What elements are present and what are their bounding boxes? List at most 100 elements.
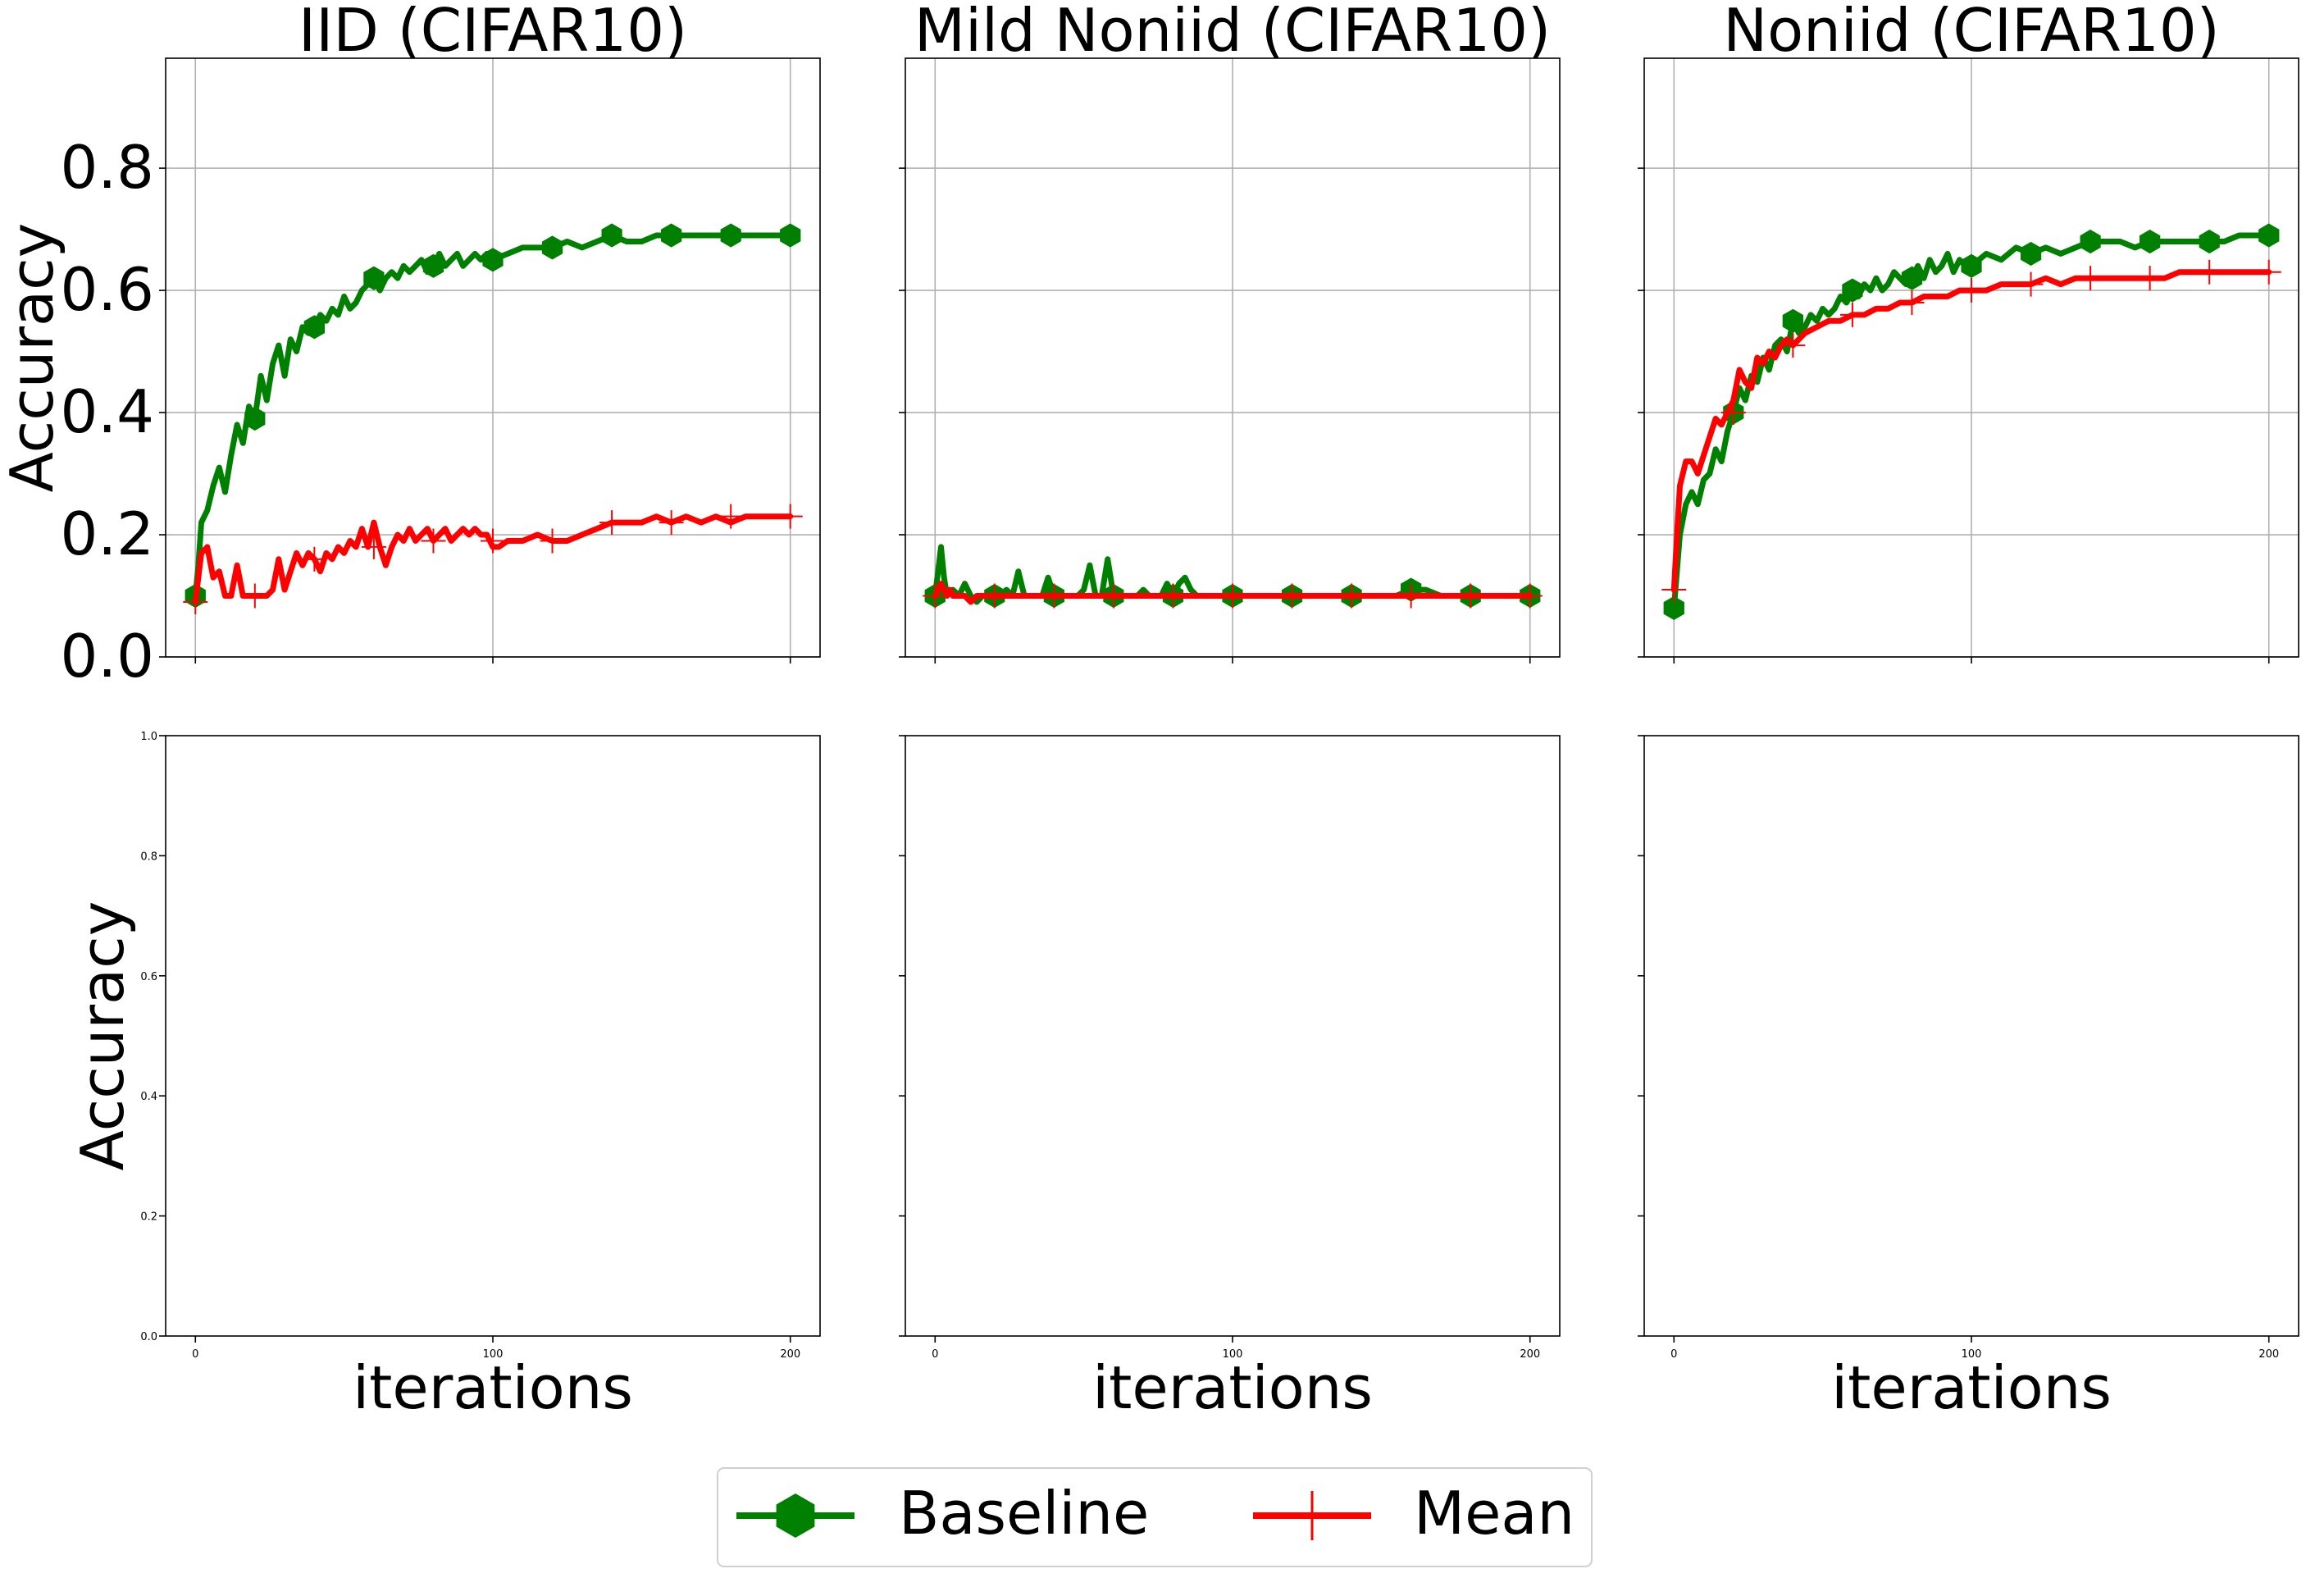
y-tick-label-1: 0.2 [140, 1211, 157, 1224]
y-tick-label-4: 0.8 [60, 133, 154, 202]
data-point-baseline-6 [2020, 241, 2042, 266]
data-point-mean-1 [242, 583, 267, 609]
subplot-frame [165, 57, 821, 658]
legend-mean-plus-icon [1287, 1491, 1337, 1540]
data-point-baseline-1 [244, 406, 266, 431]
data-point-mean-5 [1959, 278, 1984, 303]
data-point-mean-6 [2018, 271, 2044, 297]
legend-mean-label: Mean [1414, 1479, 1575, 1548]
data-point-baseline-10 [780, 223, 801, 248]
series-line-mean [1670, 269, 2272, 593]
subplot-5: 0 100 200 iterations [899, 735, 1561, 1422]
subplot-1: 0.0 0.2 0.4 0.6 0.8 IID (CIFAR10) Accuracy [0, 0, 821, 691]
data-point-mean-2 [302, 546, 327, 572]
y-tick-label-3: 0.6 [140, 971, 157, 983]
data-point-mean-5 [1220, 583, 1245, 609]
legend-baseline-hexagon-icon [776, 1493, 815, 1538]
data-point-mean-4 [1160, 583, 1186, 609]
subplot-4: 0.0 0.2 0.4 0.6 0.8 1.0 0 100 200 Accuracy iterati… [68, 731, 821, 1422]
data-point-baseline-3 [1842, 278, 1863, 303]
data-point-baseline-6 [541, 235, 563, 260]
subplot-6: 0 100 200 iterations [1638, 735, 2299, 1422]
y-tick-label-0: 0.0 [140, 1331, 157, 1343]
x-tick-label-0: 0 [1670, 1348, 1677, 1361]
x-axis-label: iterations [1831, 1353, 2112, 1422]
data-point-baseline-9 [2199, 229, 2220, 254]
subplot-3: Noniid (CIFAR10) [1638, 0, 2299, 663]
data-point-baseline-0 [1663, 595, 1684, 620]
data-point-mean-9 [1458, 583, 1483, 609]
subplot-title: IID (CIFAR10) [299, 0, 687, 65]
y-tick-label-4: 0.8 [140, 850, 157, 863]
y-tick-label-3: 0.6 [60, 255, 154, 324]
data-point-baseline-8 [661, 223, 682, 248]
data-point-baseline-9 [720, 223, 741, 248]
subplot-title: Noniid (CIFAR10) [1723, 0, 2220, 65]
data-point-baseline-5 [1961, 253, 1982, 278]
data-point-mean-7 [1339, 583, 1365, 609]
x-tick-label-1: 100 [1962, 1348, 1982, 1361]
data-point-baseline-3 [363, 266, 385, 290]
data-point-mean-8 [2137, 266, 2162, 291]
data-point-mean-8 [659, 510, 684, 536]
y-axis-label: Accuracy [0, 223, 66, 493]
data-point-mean-1 [982, 583, 1007, 609]
y-tick-label-2: 0.4 [60, 377, 154, 446]
data-point-baseline-4 [1901, 266, 1923, 290]
data-point-mean-2 [1041, 583, 1067, 609]
plot-area [923, 544, 1543, 609]
data-point-mean-0 [1661, 577, 1687, 603]
data-point-baseline-7 [601, 223, 622, 248]
x-tick-label-0: 0 [932, 1348, 938, 1361]
subplot-frame [1643, 735, 2299, 1337]
data-point-mean-9 [2197, 259, 2222, 285]
subplot-frame [905, 735, 1561, 1337]
plot-area [183, 223, 803, 614]
subplot-grid: 0.0 0.2 0.4 0.6 0.8 IID (CIFAR10) Accuracy Mild… [0, 0, 2299, 1422]
x-tick-label-1: 100 [1223, 1348, 1243, 1361]
x-tick-label-0: 0 [192, 1348, 198, 1361]
subplot-frame [165, 735, 821, 1337]
x-tick-label-2: 200 [780, 1348, 800, 1361]
data-point-mean-2 [1780, 333, 1806, 358]
subplot-frame [1643, 57, 2299, 658]
data-point-mean-3 [361, 534, 386, 559]
y-tick-label-5: 1.0 [140, 731, 157, 743]
data-point-mean-10 [777, 504, 803, 529]
data-point-mean-7 [2078, 266, 2103, 291]
x-tick-label-1: 100 [483, 1348, 504, 1361]
data-point-mean-6 [540, 528, 565, 554]
data-point-mean-6 [1279, 583, 1305, 609]
y-tick-label-2: 0.4 [140, 1091, 157, 1103]
x-tick-label-2: 200 [1520, 1348, 1540, 1361]
legend-item-baseline: Baseline [736, 1479, 1149, 1548]
data-point-mean-0 [923, 583, 948, 609]
data-point-baseline-10 [2258, 223, 2280, 248]
data-point-mean-3 [1101, 583, 1126, 609]
data-point-baseline-7 [2080, 229, 2101, 254]
subplot-frame [905, 57, 1561, 658]
legend-baseline-label: Baseline [899, 1479, 1149, 1548]
legend-frame [717, 1467, 1593, 1567]
x-tick-label-2: 200 [2258, 1348, 2279, 1361]
data-point-mean-4 [1899, 290, 1925, 315]
data-point-mean-5 [481, 528, 505, 554]
legend: Baseline Mean [717, 1467, 1593, 1567]
data-point-mean-7 [599, 510, 625, 536]
data-point-mean-10 [1517, 583, 1543, 609]
data-point-mean-1 [1720, 400, 1746, 426]
y-tick-label-0: 0.0 [60, 622, 154, 691]
x-axis-label: iterations [353, 1353, 633, 1422]
data-point-mean-3 [1839, 302, 1865, 327]
y-axis-label: Accuracy [68, 901, 137, 1171]
data-point-mean-0 [183, 589, 208, 614]
subplot-2: Mild Noniid (CIFAR10) [899, 0, 1561, 663]
data-point-mean-9 [718, 504, 744, 529]
legend-item-mean: Mean [1253, 1479, 1575, 1548]
data-point-baseline-8 [2140, 229, 2161, 254]
data-point-baseline-2 [303, 315, 325, 340]
data-point-mean-8 [1398, 583, 1424, 609]
data-point-baseline-4 [422, 253, 444, 278]
y-tick-label-1: 0.2 [60, 499, 154, 568]
